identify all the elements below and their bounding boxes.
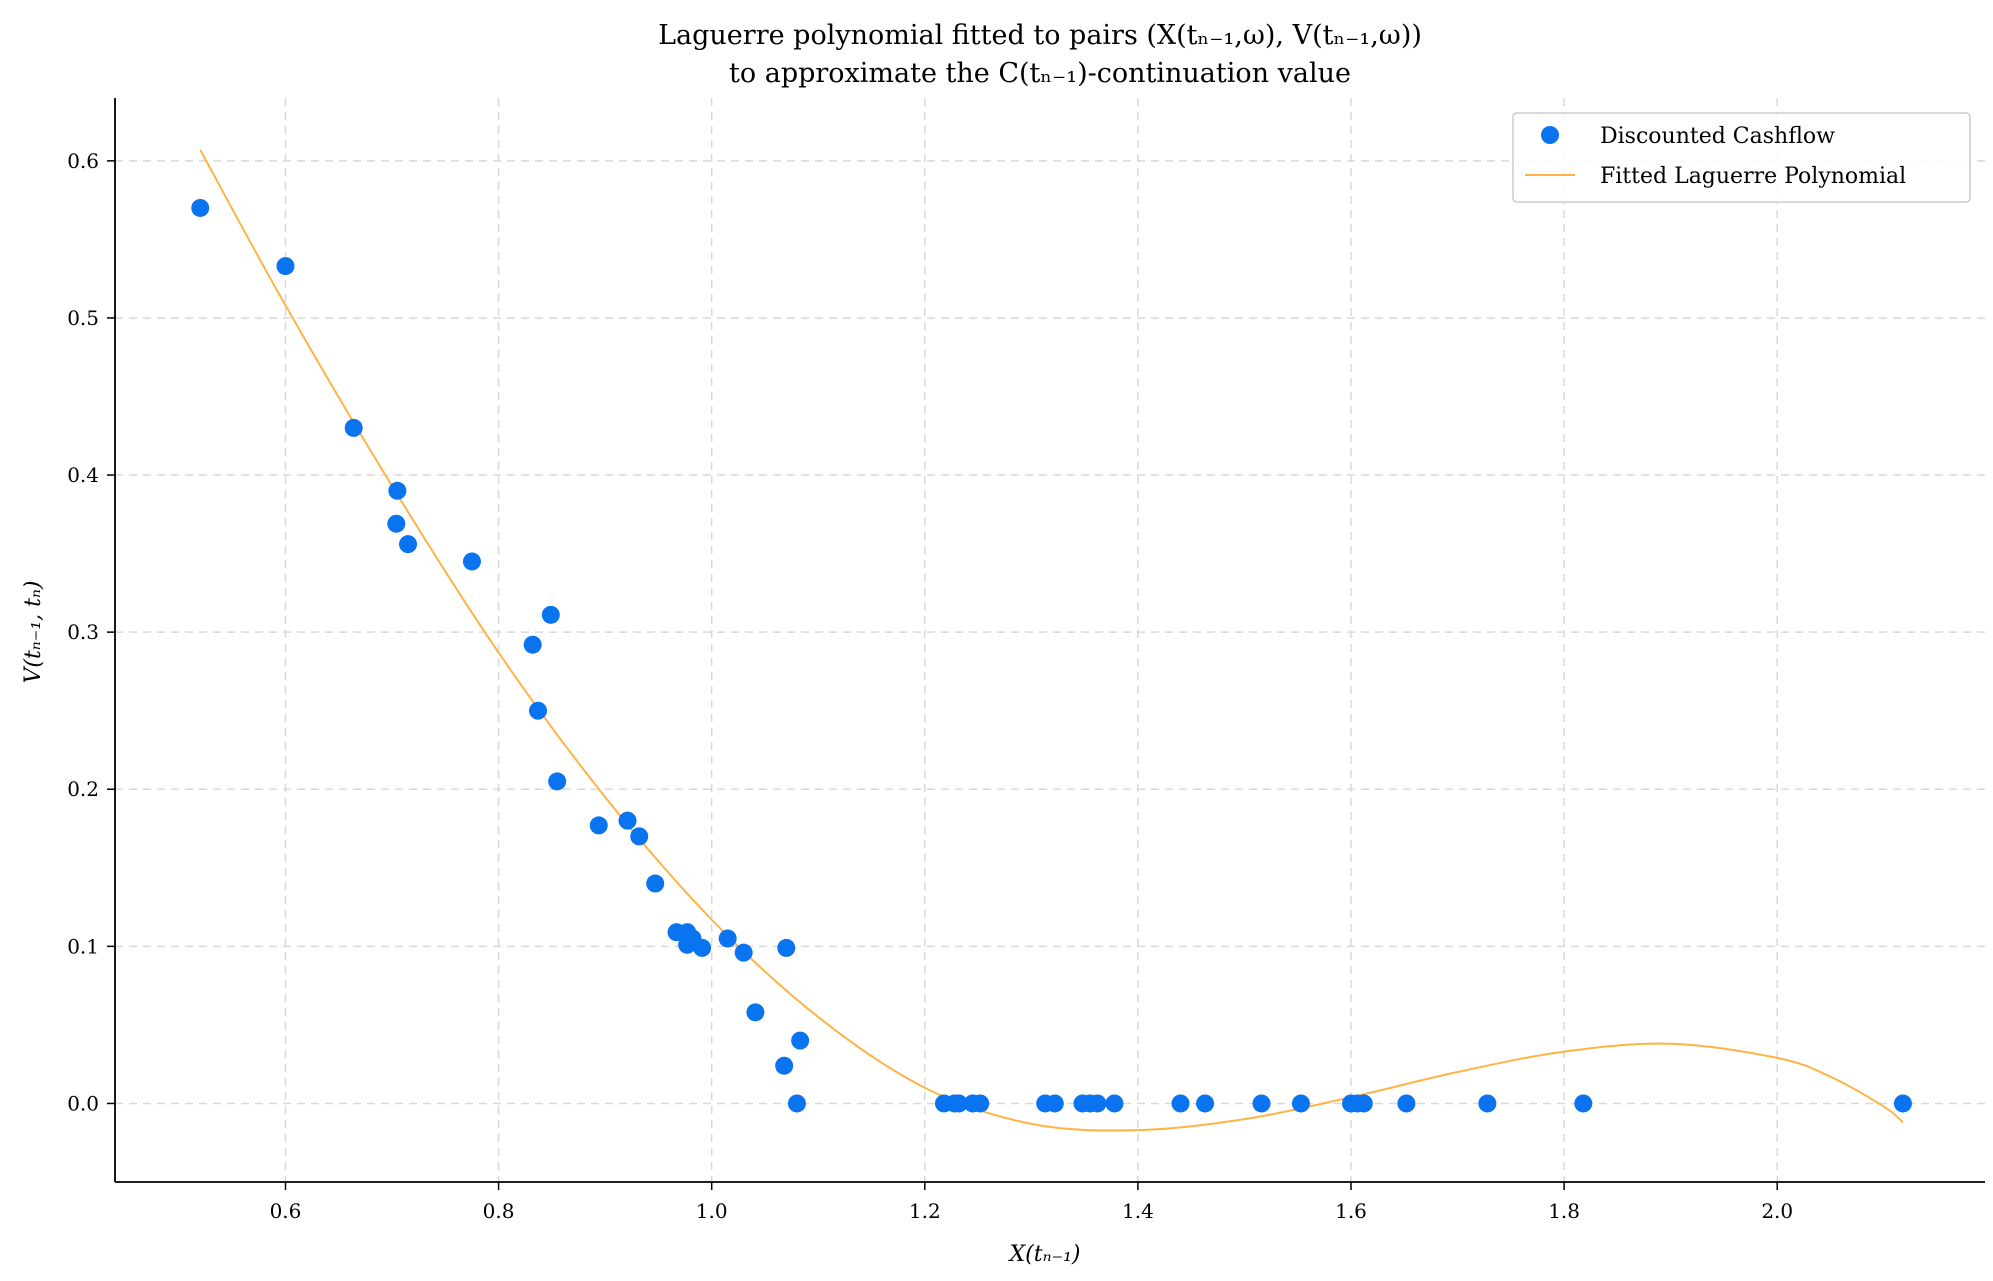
y-tick-label: 0.3 [67, 620, 99, 644]
y-axis-label: V(tₙ₋₁, tₙ) [21, 581, 46, 684]
y-tick-label: 0.1 [67, 934, 99, 958]
data-point [777, 938, 796, 957]
data-point [589, 816, 608, 835]
data-point [529, 701, 548, 720]
x-tick-label: 1.6 [1335, 1199, 1367, 1223]
x-ticks: 0.6 0.8 1.0 1.2 1.4 1.6 1.8 2.0 [270, 1182, 1793, 1223]
grid [115, 98, 1985, 1182]
data-point [523, 635, 542, 654]
fitted-line-series [199, 149, 1904, 1132]
x-axis-label: X(tₙ₋₁) [1007, 1242, 1080, 1267]
data-point [344, 418, 363, 437]
data-point [1088, 1094, 1107, 1113]
data-point [1893, 1094, 1912, 1113]
data-point [1045, 1094, 1064, 1113]
data-point [718, 929, 737, 948]
data-point [1105, 1094, 1124, 1113]
data-point [1196, 1094, 1215, 1113]
data-point [1291, 1094, 1310, 1113]
data-point [734, 943, 753, 962]
x-tick-label: 1.8 [1548, 1199, 1580, 1223]
data-point [1574, 1094, 1593, 1113]
x-tick-label: 0.8 [483, 1199, 515, 1223]
data-point [787, 1094, 806, 1113]
data-point [775, 1056, 794, 1075]
data-point [618, 811, 637, 830]
legend: Discounted Cashflow Fitted Laguerre Poly… [1512, 112, 1971, 203]
data-point [1354, 1094, 1373, 1113]
x-tick-label: 1.4 [1122, 1199, 1154, 1223]
data-point [462, 552, 481, 571]
x-tick-label: 1.0 [696, 1199, 728, 1223]
data-point [791, 1031, 810, 1050]
chart-title: Laguerre polynomial fitted to pairs (X(t… [658, 20, 1422, 51]
legend-label-discounted-cashflow: Discounted Cashflow [1600, 124, 1835, 149]
x-tick-label: 0.6 [270, 1199, 302, 1223]
data-point [1171, 1094, 1190, 1113]
data-point [949, 1094, 968, 1113]
chart-subtitle: to approximate the C(tₙ₋₁)-continuation … [729, 58, 1351, 89]
data-point [630, 827, 649, 846]
data-point [387, 514, 406, 533]
fitted-laguerre-line [199, 149, 1904, 1132]
y-tick-label: 0.6 [67, 149, 99, 173]
data-point [388, 481, 407, 500]
data-point [276, 257, 295, 276]
y-tick-label: 0.5 [67, 306, 99, 330]
data-point [746, 1003, 765, 1022]
data-point [191, 198, 210, 217]
data-point [1478, 1094, 1497, 1113]
y-tick-label: 0.0 [67, 1091, 99, 1115]
y-tick-label: 0.4 [67, 463, 99, 487]
legend-box [1512, 112, 1971, 203]
data-point [693, 938, 712, 957]
y-tick-label: 0.2 [67, 777, 99, 801]
data-point [971, 1094, 990, 1113]
data-point [646, 874, 665, 893]
y-ticks: 0.0 0.1 0.2 0.3 0.4 0.5 0.6 [67, 149, 115, 1115]
scatter-series [191, 198, 1912, 1113]
x-tick-label: 2.0 [1761, 1199, 1793, 1223]
data-point [541, 605, 560, 624]
x-tick-label: 1.2 [909, 1199, 941, 1223]
data-point [548, 772, 567, 791]
legend-marker-discounted-cashflow [1541, 126, 1559, 144]
data-point [1397, 1094, 1416, 1113]
data-point [1252, 1094, 1271, 1113]
legend-label-fitted-laguerre-polynomial: Fitted Laguerre Polynomial [1600, 164, 1906, 189]
data-point [399, 535, 418, 554]
axes [114, 98, 1985, 1183]
